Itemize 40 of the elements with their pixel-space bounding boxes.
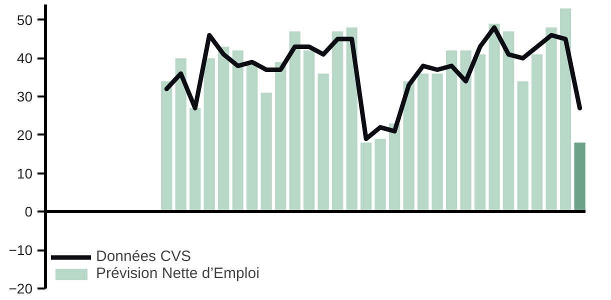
y-tick-label: 10 (16, 165, 33, 182)
bar (517, 81, 528, 212)
bar (218, 46, 230, 212)
bar (418, 74, 429, 212)
bar (546, 28, 557, 212)
bar (474, 54, 486, 212)
y-tick-label: 0 (24, 204, 33, 220)
bar (304, 50, 315, 212)
bar (332, 31, 344, 212)
bar (246, 62, 258, 212)
bar (574, 142, 586, 212)
bar (175, 58, 186, 212)
bar (446, 50, 458, 212)
bar (532, 54, 543, 212)
y-tick-label: 30 (16, 88, 33, 105)
legend-label: Prévision Nette d’Emploi (96, 265, 260, 282)
bar (560, 8, 572, 212)
bar (204, 58, 215, 212)
y-tick-label: 50 (16, 12, 33, 28)
y-tick-label: 40 (16, 50, 33, 66)
bar (190, 108, 201, 212)
bar (232, 50, 244, 212)
y-tick-label: −10 (8, 242, 33, 258)
bar (289, 31, 300, 212)
bar (260, 92, 272, 212)
bar (460, 50, 472, 212)
bar (488, 24, 500, 212)
y-tick-label: 20 (16, 126, 33, 143)
line-series (164, 25, 582, 142)
bar (403, 81, 414, 212)
bar (318, 74, 329, 212)
y-tick-label: −20 (8, 280, 33, 296)
bar (360, 142, 372, 212)
bar (161, 81, 172, 212)
bar (275, 62, 286, 212)
bar (432, 74, 443, 212)
bar (374, 138, 386, 212)
legend-label: Données CVS (96, 248, 192, 265)
bar (389, 123, 400, 212)
bar (503, 31, 514, 212)
